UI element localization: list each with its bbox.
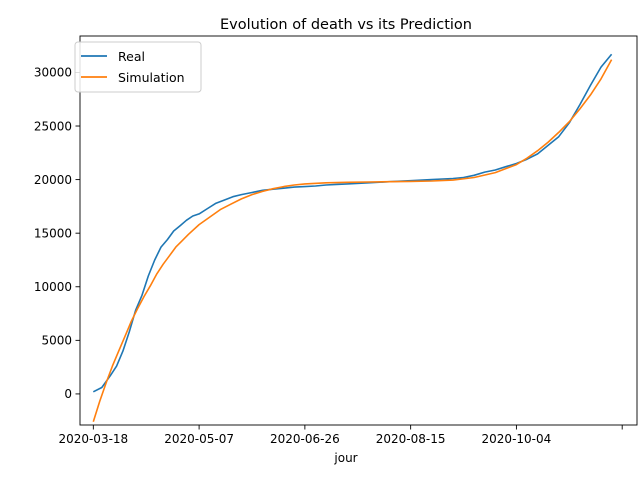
- x-axis-title: jour: [333, 451, 357, 465]
- x-axis: 2020-03-18 2020-05-07 2020-06-26 2020-08-15…: [58, 425, 623, 446]
- legend-label-simulation: Simulation: [118, 70, 185, 85]
- x-tick-label: 2020-03-18: [58, 432, 128, 446]
- y-axis: 0 5000 10000 15000 20000 25000 30000: [34, 66, 80, 401]
- x-tick-label: 2020-10-04: [482, 432, 552, 446]
- y-tick-label: 10000: [34, 280, 72, 294]
- plot-area: [92, 53, 613, 423]
- y-tick-label: 5000: [41, 334, 72, 348]
- series-line-simulation: [92, 59, 613, 423]
- x-tick-label: 2020-06-26: [270, 432, 340, 446]
- legend: Real Simulation: [74, 41, 202, 93]
- y-tick-label: 0: [64, 387, 72, 401]
- axes-frame: [79, 35, 638, 426]
- chart-title: Evolution of death vs its Prediction: [220, 17, 472, 33]
- legend-label-real: Real: [118, 49, 145, 64]
- x-tick-label: 2020-08-15: [376, 432, 446, 446]
- x-tick-label: 2020-05-07: [164, 432, 234, 446]
- y-tick-label: 15000: [34, 226, 72, 240]
- legend-box: [74, 41, 202, 93]
- y-tick-label: 25000: [34, 119, 72, 133]
- y-tick-label: 20000: [34, 173, 72, 187]
- y-tick-label: 30000: [34, 66, 72, 80]
